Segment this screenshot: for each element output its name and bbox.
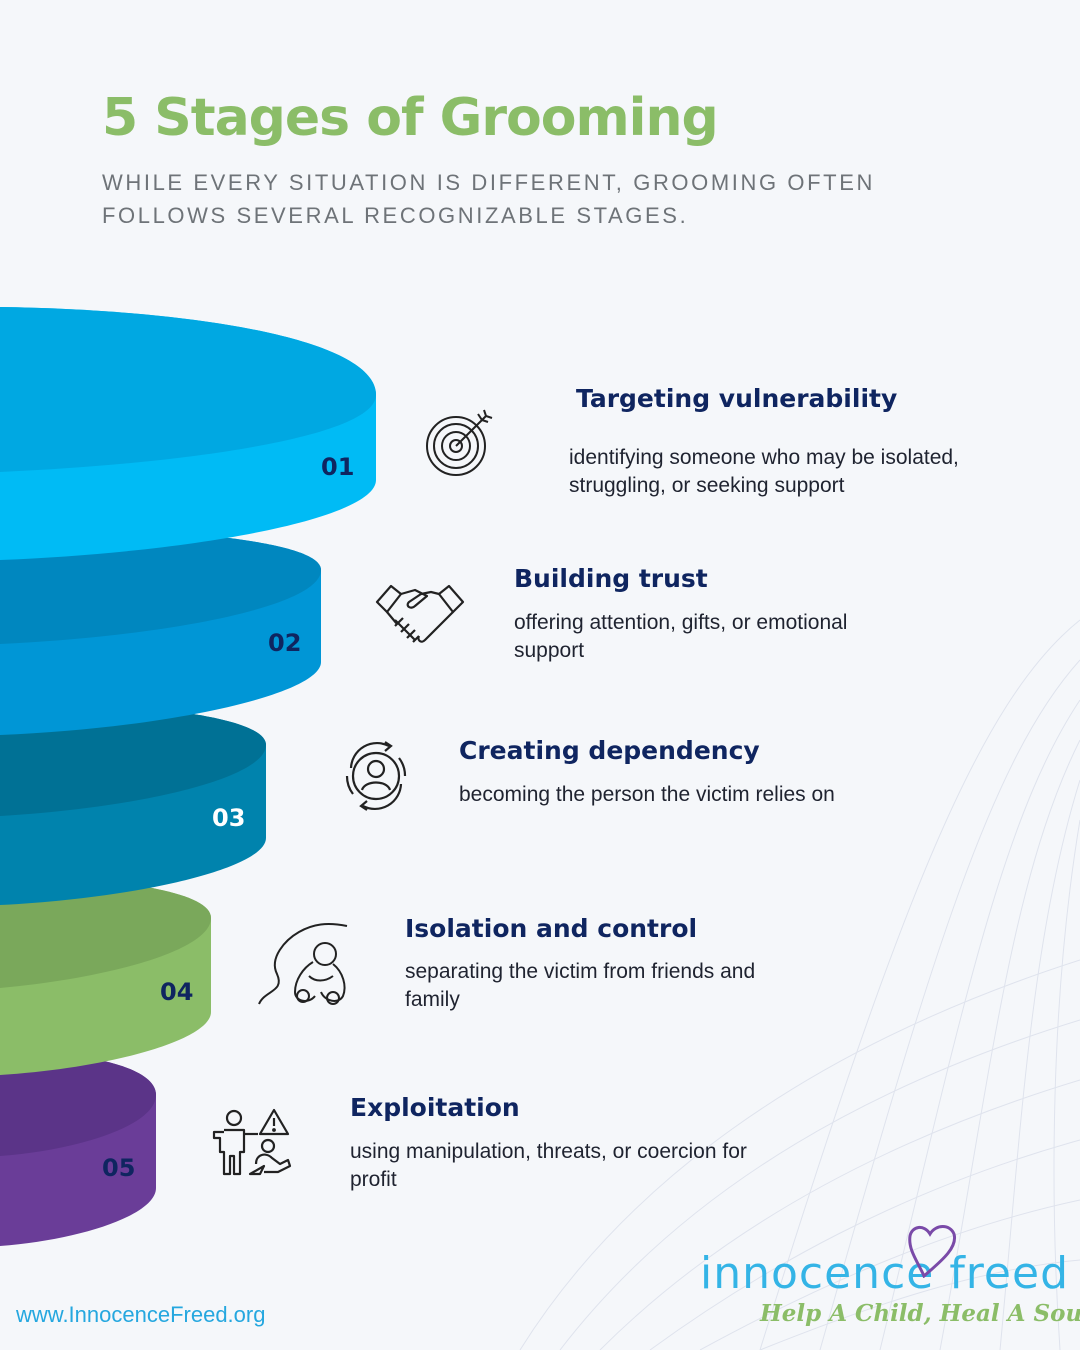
stage-desc-03: becoming the person the victim relies on <box>459 783 835 806</box>
logo-tagline: Help A Child, Heal A Soul <box>760 1300 1080 1327</box>
isolated-person-icon <box>258 923 348 1005</box>
stage-title-01: Targeting vulnerability <box>576 384 898 413</box>
stage-title-05: Exploitation <box>350 1093 520 1122</box>
stage-title-02: Building trust <box>514 564 708 593</box>
stage-funnel <box>0 307 376 1246</box>
exploitation-warning-icon <box>212 1108 292 1176</box>
page-title: 5 Stages of Grooming <box>102 88 719 148</box>
stage-number-01: 01 <box>321 453 355 481</box>
stage-disc-05 <box>0 1050 156 1246</box>
innocence-freed-logo: innocence freed Help A Child, Heal A Sou… <box>700 1222 1080 1332</box>
stage-desc-01: identifying someone who may be isolated,… <box>569 446 959 497</box>
stage-disc-01 <box>0 307 376 560</box>
stage-title-04: Isolation and control <box>405 914 698 943</box>
stage-desc-02: offering attention, gifts, or emotional … <box>514 611 848 662</box>
stage-desc-04: separating the victim from friends and f… <box>405 960 756 1011</box>
person-cycle-icon <box>345 741 407 811</box>
heart-icon <box>908 1225 957 1278</box>
website-link[interactable]: www.InnocenceFreed.org <box>16 1302 266 1327</box>
stage-number-02: 02 <box>268 629 302 657</box>
stage-disc-04 <box>0 875 211 1075</box>
logo-wordmark: innocence freed <box>700 1248 1069 1299</box>
handshake-icon <box>375 584 465 643</box>
stage-number-03: 03 <box>212 804 246 832</box>
stage-number-04: 04 <box>160 978 194 1006</box>
stage-number-05: 05 <box>102 1154 136 1182</box>
stage-desc-05: using manipulation, threats, or coercion… <box>350 1140 747 1191</box>
stage-title-03: Creating dependency <box>459 736 760 765</box>
page-subtitle: WHILE EVERY SITUATION IS DIFFERENT, GROO… <box>102 170 875 228</box>
target-icon <box>426 409 493 476</box>
